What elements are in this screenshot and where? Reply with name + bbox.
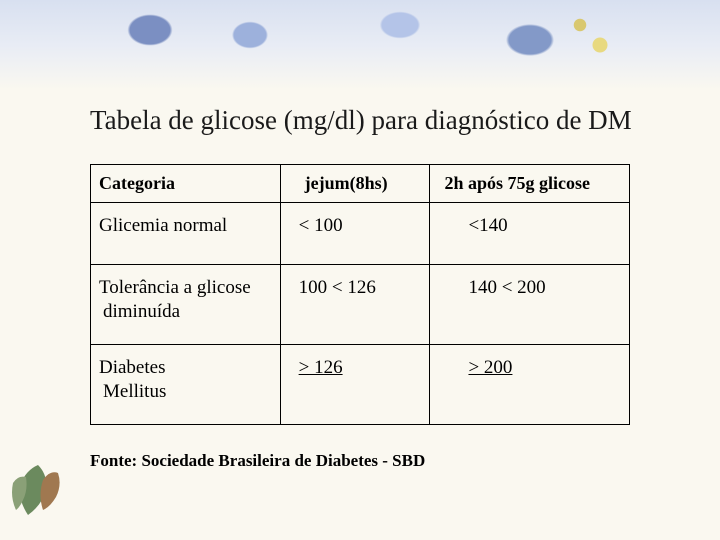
- cell-category-sub: Mellitus: [99, 381, 272, 403]
- table-row: Glicemia normal < 100 <140: [91, 203, 630, 265]
- col-header-category: Categoria: [91, 165, 281, 203]
- cell-fasting: < 100: [280, 203, 430, 265]
- cell-post: 140 < 200: [430, 265, 630, 345]
- cell-category-main: Tolerância a glicose: [99, 277, 251, 298]
- glucose-table: Categoria jejum(8hs) 2h após 75g glicose…: [90, 164, 630, 425]
- cell-post: > 200: [430, 345, 630, 425]
- source-citation: Fonte: Sociedade Brasileira de Diabetes …: [90, 451, 650, 471]
- col-header-fasting: jejum(8hs): [280, 165, 430, 203]
- cell-fasting: 100 < 126: [280, 265, 430, 345]
- slide-title: Tabela de glicose (mg/dl) para diagnósti…: [90, 105, 650, 136]
- cell-post-value: > 200: [468, 357, 512, 378]
- cell-category: Diabetes Mellitus: [91, 345, 281, 425]
- cell-category: Glicemia normal: [91, 203, 281, 265]
- cell-category: Tolerância a glicose diminuída: [91, 265, 281, 345]
- table-row: Tolerância a glicose diminuída 100 < 126…: [91, 265, 630, 345]
- slide-content: Tabela de glicose (mg/dl) para diagnósti…: [0, 0, 720, 471]
- cell-fasting-value: > 126: [299, 357, 343, 378]
- col-header-post: 2h após 75g glicose: [430, 165, 630, 203]
- cell-post: <140: [430, 203, 630, 265]
- cell-fasting: > 126: [280, 345, 430, 425]
- cell-category-sub: diminuída: [99, 301, 272, 323]
- table-row: Diabetes Mellitus > 126 > 200: [91, 345, 630, 425]
- cell-category-main: Diabetes: [99, 357, 165, 378]
- table-header-row: Categoria jejum(8hs) 2h após 75g glicose: [91, 165, 630, 203]
